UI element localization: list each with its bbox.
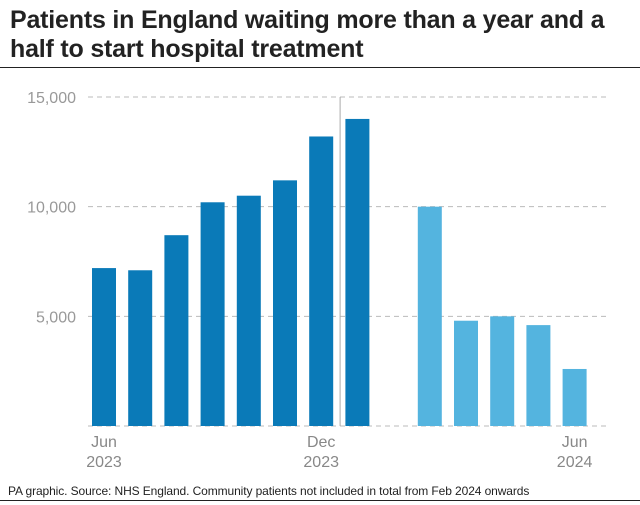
y-tick-label: 15,000	[27, 90, 76, 107]
bar	[345, 118, 370, 426]
bar	[490, 316, 515, 426]
bar	[562, 368, 587, 426]
source-note: PA graphic. Source: NHS England. Communi…	[8, 484, 530, 498]
y-tick-label: 5,000	[36, 309, 76, 326]
bar	[309, 136, 334, 427]
gridlines	[88, 96, 606, 427]
bar	[236, 195, 261, 426]
x-tick-label: 2024	[557, 454, 593, 471]
y-axis-ticks: 5,000 10,000 15,000	[27, 90, 76, 326]
bar	[92, 268, 116, 426]
bar	[164, 235, 189, 426]
x-tick-label: 2023	[86, 454, 122, 471]
bars	[92, 118, 587, 427]
bottom-rule	[0, 500, 640, 501]
y-tick-label: 10,000	[27, 200, 76, 217]
x-tick-label: 2023	[303, 454, 339, 471]
top-rule	[0, 67, 640, 68]
bar	[454, 320, 478, 426]
chart-title: Patients in England waiting more than a …	[10, 6, 605, 63]
bar	[200, 202, 225, 426]
x-axis-ticks: Jun 2023 Dec 2023 Jun 2024	[86, 434, 592, 471]
x-tick-label: Dec	[307, 434, 335, 451]
bar	[417, 206, 442, 426]
bar	[273, 180, 297, 426]
bar	[526, 325, 551, 426]
bar	[128, 270, 153, 426]
x-tick-label: Jun	[562, 434, 588, 451]
x-tick-label: Jun	[91, 434, 117, 451]
